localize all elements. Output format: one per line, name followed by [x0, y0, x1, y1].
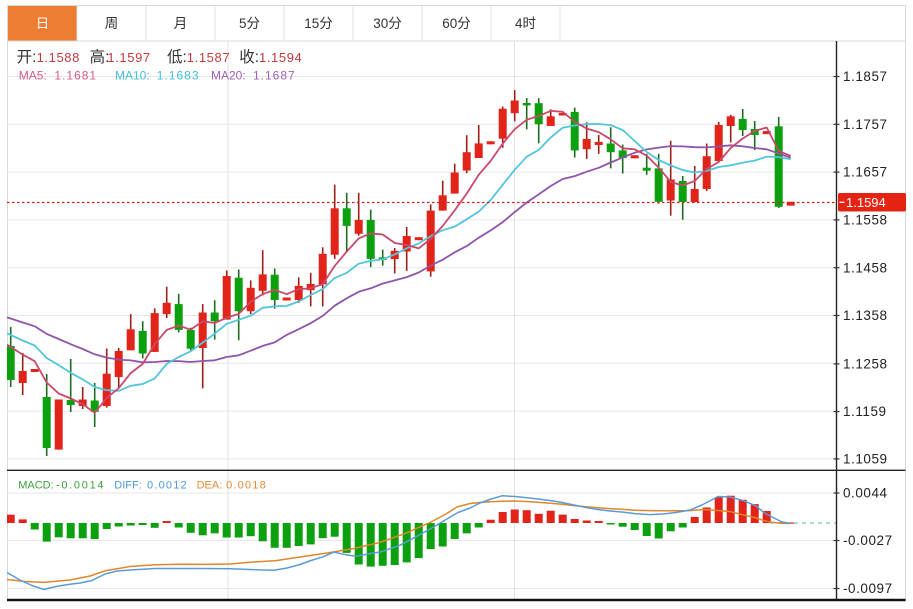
- svg-text:1.1681: 1.1681: [54, 68, 97, 82]
- svg-text:-0.0097: -0.0097: [843, 581, 893, 596]
- svg-text:周: 周: [105, 16, 119, 31]
- svg-text:1.1657: 1.1657: [843, 165, 888, 180]
- svg-text:日: 日: [36, 16, 50, 31]
- svg-text:1.1588: 1.1588: [37, 50, 80, 65]
- svg-text:DEA:: DEA:: [197, 479, 223, 491]
- svg-text:MACD:: MACD:: [18, 479, 53, 491]
- svg-text:1.1258: 1.1258: [843, 357, 888, 372]
- svg-text:30分: 30分: [373, 16, 402, 31]
- svg-text:1.1558: 1.1558: [843, 213, 888, 228]
- svg-text:1.1587: 1.1587: [187, 50, 230, 65]
- svg-text:收:: 收:: [239, 48, 259, 66]
- svg-text:低:: 低:: [167, 48, 187, 66]
- svg-text:高:: 高:: [90, 48, 110, 66]
- svg-text:5分: 5分: [239, 16, 260, 31]
- svg-text:60分: 60分: [442, 16, 471, 31]
- svg-text:1.1594: 1.1594: [846, 195, 886, 210]
- svg-text:1.1857: 1.1857: [843, 69, 888, 84]
- svg-text:15分: 15分: [304, 16, 333, 31]
- svg-text:-0.0014: -0.0014: [56, 479, 105, 491]
- svg-text:1.1683: 1.1683: [157, 68, 200, 82]
- svg-text:4时: 4时: [515, 16, 536, 31]
- svg-text:0.0044: 0.0044: [843, 486, 888, 501]
- svg-text:月: 月: [174, 16, 188, 31]
- svg-text:1.1358: 1.1358: [843, 308, 888, 323]
- svg-text:1.1757: 1.1757: [843, 117, 888, 132]
- svg-text:0.0018: 0.0018: [226, 479, 267, 491]
- svg-text:1.1059: 1.1059: [843, 452, 888, 467]
- svg-text:-0.0027: -0.0027: [843, 533, 893, 548]
- svg-text:1.1597: 1.1597: [107, 50, 150, 65]
- svg-text:1.1458: 1.1458: [843, 260, 888, 275]
- svg-text:0.0012: 0.0012: [147, 479, 188, 491]
- svg-text:DIFF:: DIFF:: [114, 479, 142, 491]
- svg-text:MA5:: MA5:: [19, 68, 47, 82]
- svg-text:开:: 开:: [17, 49, 37, 66]
- svg-text:1.1159: 1.1159: [843, 404, 887, 419]
- svg-text:1.1687: 1.1687: [253, 68, 296, 82]
- svg-text:MA20:: MA20:: [211, 68, 246, 82]
- svg-text:MA10:: MA10:: [115, 68, 150, 82]
- svg-text:1.1594: 1.1594: [259, 50, 302, 65]
